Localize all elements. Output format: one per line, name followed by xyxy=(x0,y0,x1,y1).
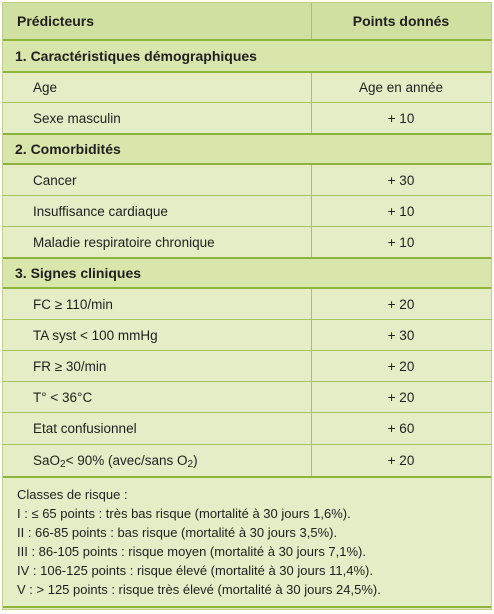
header-predictors: Prédicteurs xyxy=(17,13,95,29)
table-row: SaO 2 < 90% (avec/sans O 2) + 20 xyxy=(3,444,491,476)
table-row: Sexe masculin + 10 xyxy=(3,102,491,133)
row-points: + 10 xyxy=(387,203,415,219)
row-label: T° < 36°C xyxy=(33,389,93,405)
table-row: T° < 36°C + 20 xyxy=(3,381,491,412)
row-label: Sexe masculin xyxy=(33,110,121,126)
row-points: + 10 xyxy=(387,110,415,126)
row-label: Age xyxy=(33,80,58,95)
row-label: TA syst < 100 mmHg xyxy=(33,327,158,343)
row-label: Cancer xyxy=(33,172,77,188)
row-points: + 20 xyxy=(387,358,415,374)
row-label: Maladie respiratoire chronique xyxy=(33,234,215,250)
row-label: Etat confusionnel xyxy=(33,421,137,436)
section-clinical-signs: 3. Signes cliniques xyxy=(3,257,491,287)
section-title: 2. Comorbidités xyxy=(15,141,121,157)
table-header: Prédicteurs Points donnés xyxy=(3,3,491,39)
row-label: FC ≥ 110/min xyxy=(33,296,113,312)
risk-line: I : ≤ 65 points : très bas risque (morta… xyxy=(17,506,351,521)
row-points: + 20 xyxy=(387,389,415,405)
table-row: TA syst < 100 mmHg + 30 xyxy=(3,319,491,350)
table-row: Etat confusionnel + 60 xyxy=(3,412,491,444)
row-points: + 30 xyxy=(387,172,415,188)
table-row: Age Age en année xyxy=(3,71,491,102)
table-row: FC ≥ 110/min + 20 xyxy=(3,287,491,319)
row-label: FR ≥ 30/min xyxy=(33,358,107,374)
risk-classes-note: Classes de risque : I : ≤ 65 points : tr… xyxy=(3,476,491,606)
table-row: FR ≥ 30/min + 20 xyxy=(3,350,491,381)
row-points: + 30 xyxy=(387,327,415,343)
section-title: 1. Caractéristiques démographiques xyxy=(15,48,257,64)
row-points: + 20 xyxy=(387,453,415,468)
risk-line: III : 86-105 points : risque moyen (mort… xyxy=(17,544,367,559)
table-row: Cancer + 30 xyxy=(3,163,491,195)
risk-line: V : > 125 points : risque très élevé (mo… xyxy=(17,582,381,597)
risk-title: Classes de risque : xyxy=(17,487,128,502)
header-points: Points donnés xyxy=(352,13,450,29)
row-points: + 20 xyxy=(387,296,415,312)
risk-line: IV : 106-125 points : risque élevé (mort… xyxy=(17,563,374,578)
row-points: + 10 xyxy=(387,234,415,250)
table-row: Maladie respiratoire chronique + 10 xyxy=(3,226,491,257)
section-demographics: 1. Caractéristiques démographiques xyxy=(3,39,491,71)
row-label: Insuffisance cardiaque xyxy=(33,203,168,219)
risk-line: II : 66-85 points : bas risque (mortalit… xyxy=(17,525,338,540)
table-row: Insuffisance cardiaque + 10 xyxy=(3,195,491,226)
bottom-rule xyxy=(3,606,491,608)
row-label: SaO 2 < 90% (avec/sans O 2) xyxy=(33,453,198,470)
section-comorbidities: 2. Comorbidités xyxy=(3,133,491,163)
section-title: 3. Signes cliniques xyxy=(15,265,142,281)
row-points: + 60 xyxy=(387,421,415,436)
row-points: Age en année xyxy=(358,80,444,95)
